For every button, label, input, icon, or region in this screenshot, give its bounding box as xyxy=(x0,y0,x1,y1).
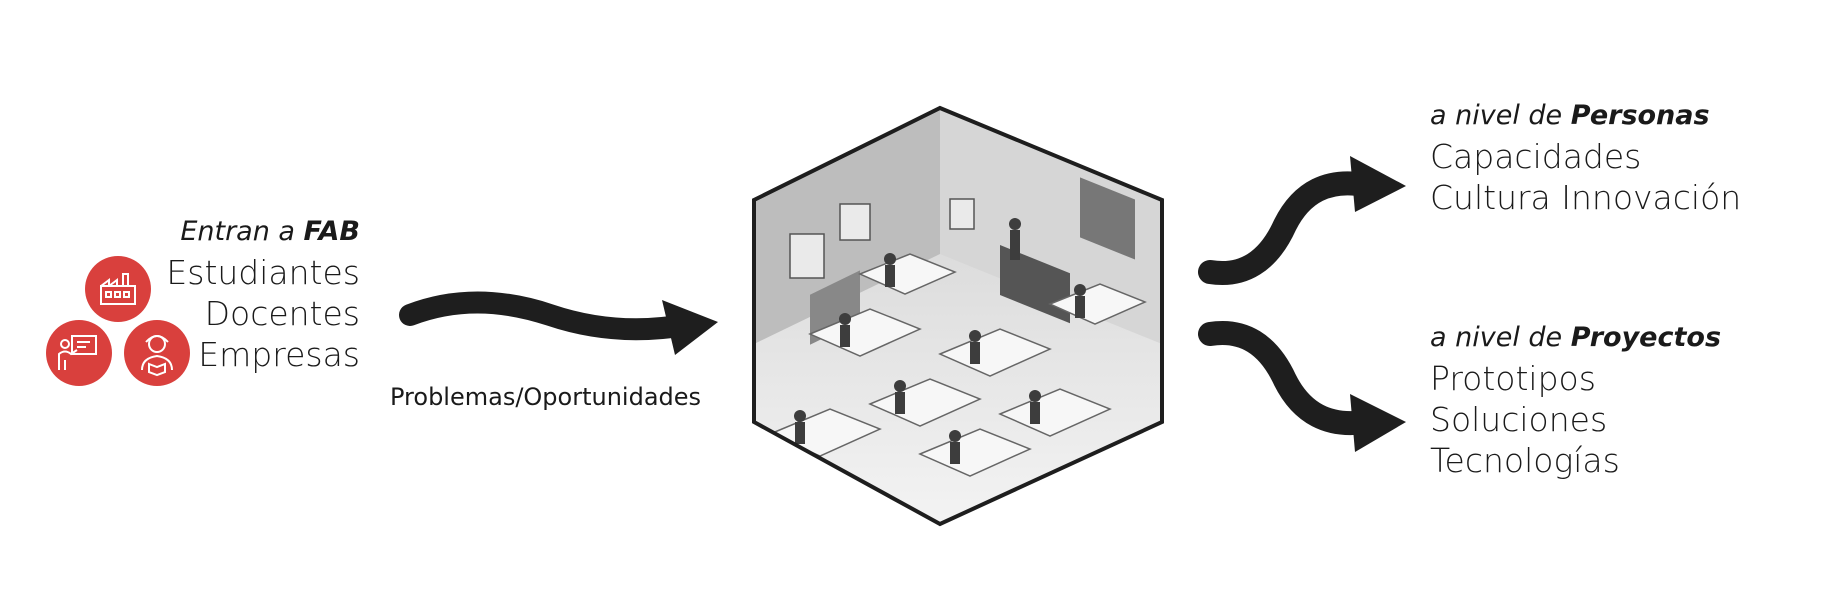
fab-lab-hexagon-image xyxy=(752,105,1164,527)
input-item-estudiantes: Estudiantes xyxy=(166,253,360,292)
inputs-title: Entran a FAB xyxy=(180,216,360,247)
output-title-personas: a nivel de Personas xyxy=(1430,100,1710,131)
input-item-empresas: Empresas xyxy=(198,335,360,374)
flow-caption: Problemas/Oportunidades xyxy=(390,383,702,411)
output-block-personas: a nivel de Personas Capacidades Cultura … xyxy=(1430,96,1741,218)
input-item-docentes: Docentes xyxy=(204,294,360,333)
student-icon xyxy=(124,320,190,386)
output-title-proyectos: a nivel de Proyectos xyxy=(1430,322,1722,353)
output-item-soluciones: Soluciones xyxy=(1430,400,1608,439)
output-arrow-proyectos xyxy=(1198,321,1406,452)
teacher-icon xyxy=(46,320,112,386)
output-block-proyectos: a nivel de Proyectos Prototipos Solucion… xyxy=(1430,318,1721,481)
output-item-capacidades: Capacidades xyxy=(1430,137,1642,176)
inputs-block: Entran a FAB Estudiantes Docentes Empres… xyxy=(160,212,360,375)
input-flow-arrow xyxy=(399,291,718,355)
factory-icon xyxy=(85,256,151,322)
output-arrow-personas xyxy=(1198,156,1406,285)
output-item-tecnologias: Tecnologías xyxy=(1430,441,1620,480)
output-item-cultura-innovacion: Cultura Innovación xyxy=(1430,178,1742,217)
output-item-prototipos: Prototipos xyxy=(1430,359,1596,398)
